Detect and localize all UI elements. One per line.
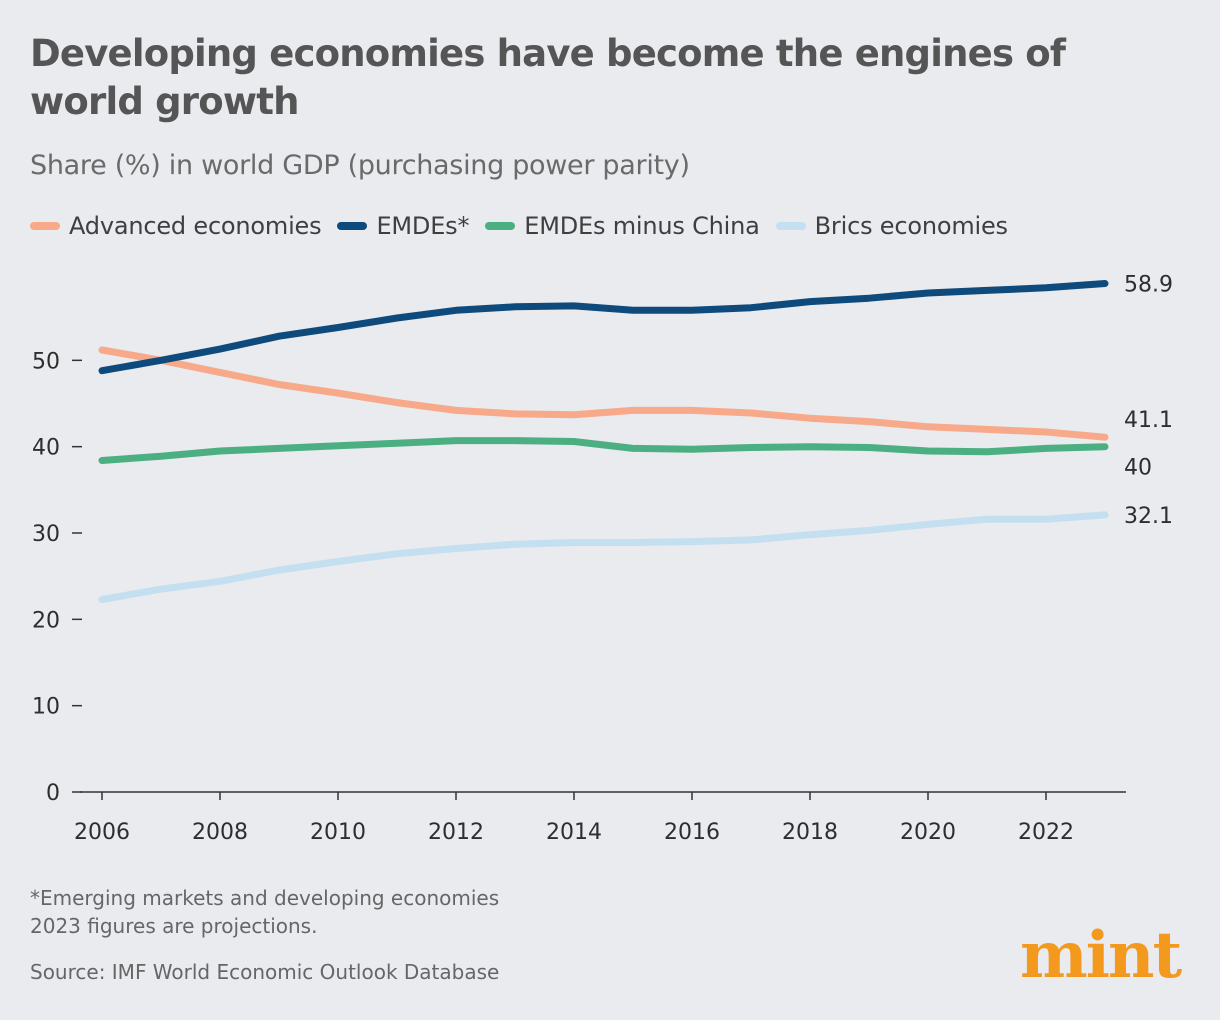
mint-logo: mint: [1020, 918, 1182, 993]
legend: Advanced economies EMDEs* EMDEs minus Ch…: [30, 212, 1024, 240]
legend-item-emdes: EMDEs*: [337, 212, 469, 240]
y-tick-label: 0: [46, 781, 60, 806]
legend-swatch-advanced: [30, 222, 60, 230]
x-tick-label: 2008: [192, 820, 248, 845]
end-label-advanced: 41.1: [1124, 408, 1173, 433]
chart-end-labels: 41.1 58.9 40 32.1: [1124, 272, 1173, 528]
legend-item-brics: Brics economies: [775, 212, 1008, 240]
y-tick-label: 20: [32, 608, 60, 633]
x-tick-label: 2012: [428, 820, 484, 845]
x-tick-label: 2014: [546, 820, 602, 845]
chart-axes: 2006 2008 2010 2012 2014 2016 2018 2020 2022 0 10 2…: [32, 349, 1126, 845]
end-label-emdes-minus-china: 40: [1124, 456, 1152, 481]
x-tick-label: 2016: [664, 820, 720, 845]
chart-title: Developing economies have become the eng…: [30, 32, 1066, 123]
legend-swatch-emdes: [337, 222, 368, 230]
x-tick-label: 2018: [782, 820, 838, 845]
legend-item-emdes-minus-china: EMDEs minus China: [485, 212, 760, 240]
legend-label-brics: Brics economies: [814, 212, 1008, 240]
series-line-emdes-minus-china: [98, 437, 1109, 464]
footnote-line-1: *Emerging markets and developing economi…: [30, 886, 500, 910]
series-line-brics: [98, 511, 1109, 603]
end-label-brics: 32.1: [1124, 504, 1173, 529]
y-tick-label: 10: [32, 695, 60, 720]
legend-label-emdes: EMDEs*: [376, 212, 470, 240]
x-tick-label: 2010: [310, 820, 366, 845]
chart-subtitle: Share (%) in world GDP (purchasing power…: [30, 150, 690, 181]
x-tick-label: 2006: [74, 820, 130, 845]
x-tick-label: 2022: [1018, 820, 1074, 845]
series-line-emdes: [98, 280, 1109, 375]
end-label-emdes: 58.9: [1124, 272, 1173, 297]
legend-item-advanced: Advanced economies: [30, 212, 322, 240]
y-tick-label: 50: [32, 349, 60, 374]
footnote-line-2: 2023 figures are projections.: [30, 914, 318, 938]
series-line-advanced: [98, 346, 1109, 441]
legend-label-advanced: Advanced economies: [69, 212, 322, 240]
source-note: Source: IMF World Economic Outlook Datab…: [30, 960, 500, 984]
legend-label-emdes-minus-china: EMDEs minus China: [524, 212, 760, 240]
legend-swatch-brics: [775, 222, 806, 230]
footnote: *Emerging markets and developing economi…: [30, 884, 499, 940]
y-tick-label: 40: [32, 436, 60, 461]
x-tick-label: 2020: [900, 820, 956, 845]
y-tick-label: 30: [32, 522, 60, 547]
chart-series-lines: [98, 280, 1109, 603]
legend-swatch-emdes-minus-china: [485, 222, 516, 230]
